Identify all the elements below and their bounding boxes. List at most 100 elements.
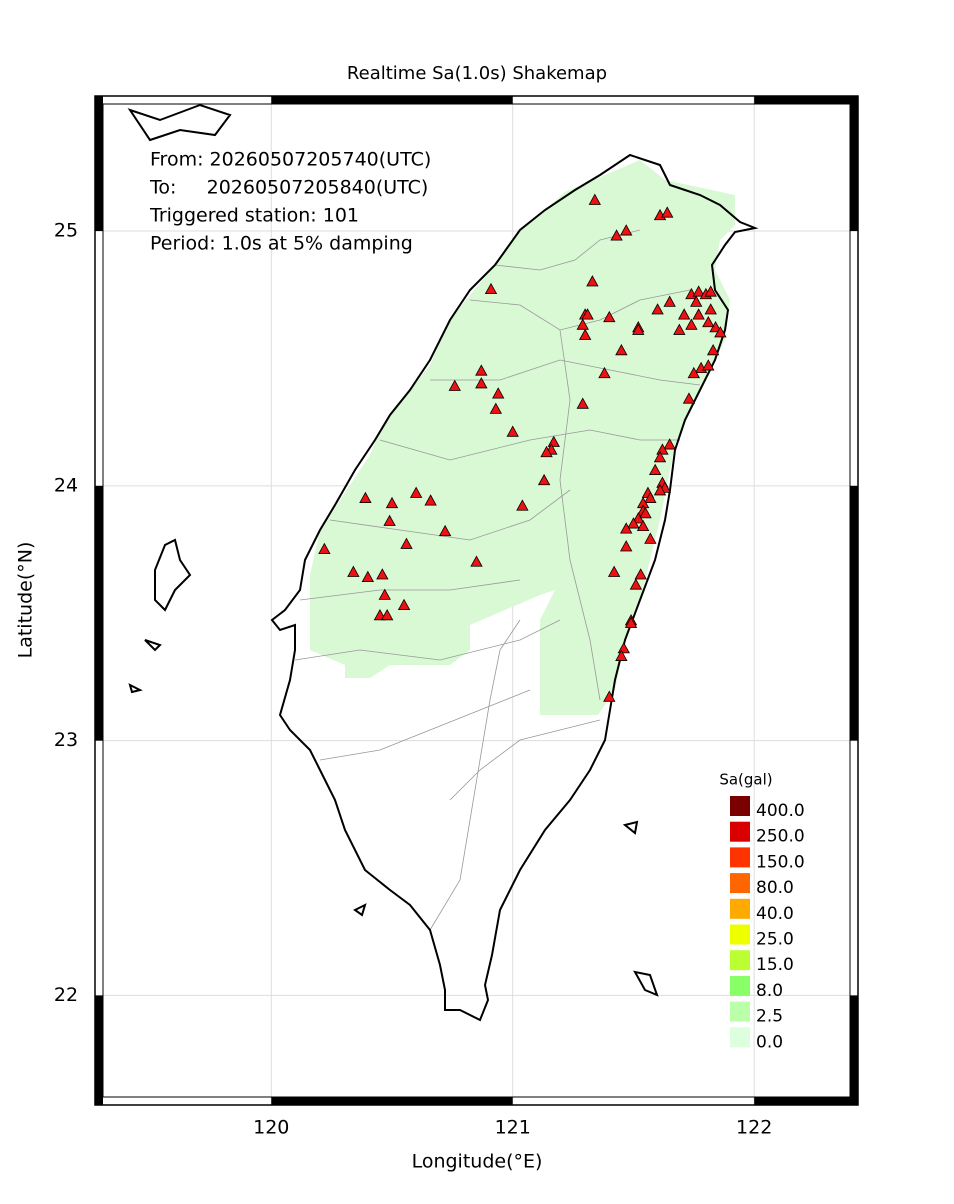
station bbox=[484, 282, 498, 295]
legend: Sa(gal) 400.0 250.0 150.0 80.0 40.0 25.0 15.0 8.… bbox=[719, 771, 804, 1053]
legend-label: 25.0 bbox=[756, 930, 794, 950]
station bbox=[634, 568, 647, 580]
station bbox=[318, 542, 331, 554]
station bbox=[627, 517, 640, 529]
info-line: Period: 1.0s at 5% damping bbox=[150, 233, 413, 255]
station bbox=[685, 318, 698, 330]
legend-label: 400.0 bbox=[756, 801, 805, 821]
legend-swatch bbox=[730, 975, 750, 996]
station bbox=[448, 379, 461, 391]
frame-bar bbox=[850, 485, 858, 741]
frame-bar bbox=[95, 96, 103, 232]
station bbox=[586, 275, 599, 287]
station bbox=[663, 438, 676, 450]
shaking-area bbox=[310, 160, 735, 715]
station bbox=[649, 463, 662, 475]
legend-swatch bbox=[730, 847, 750, 868]
legend-label: 0.0 bbox=[756, 1032, 783, 1052]
station bbox=[598, 366, 611, 379]
station bbox=[687, 366, 700, 379]
station bbox=[677, 308, 691, 320]
station bbox=[603, 310, 616, 323]
station bbox=[540, 445, 553, 458]
station bbox=[380, 608, 394, 621]
frame-bar bbox=[271, 1097, 513, 1105]
legend-swatch bbox=[730, 796, 750, 816]
legend-label: 80.0 bbox=[756, 878, 794, 898]
station bbox=[702, 315, 715, 328]
station bbox=[624, 616, 638, 628]
station bbox=[702, 359, 715, 371]
station bbox=[578, 328, 592, 340]
legend-label: 250.0 bbox=[756, 827, 805, 847]
legend-label: 2.5 bbox=[756, 1007, 783, 1027]
station bbox=[581, 308, 594, 320]
station bbox=[576, 318, 589, 330]
station bbox=[704, 285, 717, 297]
station bbox=[644, 491, 657, 503]
station bbox=[603, 690, 616, 702]
station bbox=[607, 565, 621, 577]
legend-label: 40.0 bbox=[756, 904, 794, 924]
station bbox=[615, 649, 628, 661]
station bbox=[424, 494, 437, 506]
station bbox=[610, 229, 623, 241]
frame-bar bbox=[95, 485, 103, 741]
station bbox=[644, 532, 657, 544]
station bbox=[506, 425, 519, 437]
frame: 120 121 122 22 23 24 25 bbox=[54, 95, 859, 1139]
frame-bar bbox=[271, 96, 513, 104]
station bbox=[489, 402, 502, 414]
station bbox=[438, 524, 452, 537]
station bbox=[385, 496, 399, 509]
y-tick-label: 23 bbox=[54, 729, 78, 751]
legend-swatch bbox=[730, 898, 750, 919]
station bbox=[629, 578, 643, 590]
frame-bar bbox=[850, 995, 858, 1105]
legend-label: 15.0 bbox=[756, 955, 794, 975]
station bbox=[661, 206, 674, 218]
station bbox=[653, 484, 667, 496]
station bbox=[400, 537, 413, 549]
legend-swatch bbox=[730, 950, 750, 971]
legend-label: 150.0 bbox=[756, 852, 805, 872]
info-line: To: 20260507205840(UTC) bbox=[149, 177, 428, 199]
station bbox=[692, 308, 705, 320]
legend-swatch bbox=[730, 1027, 750, 1048]
legend-swatch bbox=[730, 1001, 750, 1022]
frame-bar bbox=[754, 96, 858, 104]
x-axis-label: Longitude(°E) bbox=[412, 1151, 543, 1173]
coastline bbox=[127, 103, 759, 1022]
station bbox=[397, 598, 411, 610]
y-axis-label: Latitude(°N) bbox=[15, 542, 37, 659]
map-title: Realtime Sa(1.0s) Shakemap bbox=[347, 63, 607, 84]
station bbox=[620, 540, 633, 552]
station bbox=[470, 555, 483, 567]
station bbox=[383, 514, 396, 526]
station bbox=[492, 387, 505, 399]
station bbox=[537, 473, 551, 486]
station bbox=[682, 392, 696, 404]
station bbox=[636, 519, 650, 532]
y-tick-label: 24 bbox=[54, 474, 78, 496]
frame-bar bbox=[754, 1097, 858, 1105]
station bbox=[639, 507, 652, 519]
info-box: From: 20260507205740(UTC) To: 20260507205… bbox=[149, 149, 431, 255]
station bbox=[663, 295, 676, 307]
legend-label: 8.0 bbox=[756, 981, 783, 1001]
station bbox=[347, 565, 360, 577]
station bbox=[475, 364, 488, 376]
info-line: Triggered station: 101 bbox=[149, 205, 359, 227]
legend-swatch bbox=[730, 821, 750, 842]
station bbox=[361, 570, 375, 582]
station bbox=[673, 323, 686, 335]
station bbox=[359, 491, 372, 503]
station bbox=[620, 224, 633, 236]
x-tick-label: 121 bbox=[495, 1117, 531, 1139]
x-tick-label: 122 bbox=[736, 1117, 772, 1139]
station bbox=[651, 303, 664, 315]
station bbox=[588, 193, 601, 205]
stations bbox=[318, 193, 727, 702]
x-tick-label: 120 bbox=[253, 1117, 289, 1139]
frame-bar bbox=[95, 995, 103, 1105]
